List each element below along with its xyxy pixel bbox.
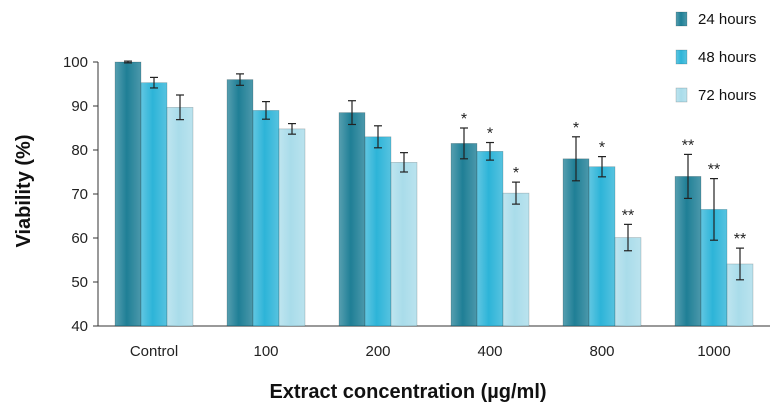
bar-72-hours [502, 192, 530, 327]
significance-mark: * [599, 140, 605, 157]
legend-label: 24 hours [698, 11, 756, 28]
bar-24-hours [226, 79, 254, 327]
legend-label: 72 hours [698, 87, 756, 104]
significance-mark: * [513, 165, 519, 182]
bar-24-hours [114, 61, 142, 327]
significance-mark: ** [622, 207, 634, 224]
y-axis-title: Viability (%) [13, 135, 35, 248]
bar-72-hours [278, 128, 306, 327]
bar-24-hours [562, 158, 590, 327]
bar-24-hours [450, 143, 478, 327]
significance-mark: * [573, 120, 579, 137]
bar-24-hours [338, 112, 366, 327]
significance-mark: * [487, 126, 493, 143]
bar-48-hours [364, 136, 392, 327]
significance-mark: * [461, 111, 467, 128]
x-tick-labels: Control 100 200 400 800 1000 [130, 343, 731, 360]
y-tick-label: 60 [71, 230, 88, 247]
y-tick-label: 90 [71, 98, 88, 115]
bar-48-hours [140, 82, 168, 327]
bars: ************* [114, 60, 754, 327]
bar-24-hours [674, 176, 702, 327]
bar-48-hours [252, 110, 280, 327]
legend-swatch [675, 49, 688, 65]
bar-48-hours [476, 151, 504, 327]
legend: 24 hours 48 hours 72 hours [675, 11, 756, 104]
x-tick-label: 200 [365, 343, 390, 360]
significance-mark: ** [682, 137, 694, 154]
bar-48-hours [588, 166, 616, 327]
x-tick-label: 1000 [697, 343, 730, 360]
legend-label: 48 hours [698, 49, 756, 66]
x-tick-label: 100 [253, 343, 278, 360]
y-tick-label: 70 [71, 186, 88, 203]
x-tick-label: 400 [477, 343, 502, 360]
legend-swatch [675, 11, 688, 27]
y-tick-label: 100 [63, 54, 88, 71]
bar-72-hours [166, 107, 194, 327]
y-tick-label: 40 [71, 318, 88, 335]
legend-swatch [675, 87, 688, 103]
bar-72-hours [614, 237, 642, 327]
significance-mark: ** [708, 162, 720, 179]
y-tick-label: 80 [71, 142, 88, 159]
y-tick-label: 50 [71, 274, 88, 291]
significance-mark: ** [734, 231, 746, 248]
y-axis-ticks: 40 50 60 70 80 90 100 [63, 54, 98, 335]
x-tick-label: Control [130, 343, 178, 360]
bar-72-hours [390, 162, 418, 327]
x-tick-label: 800 [589, 343, 614, 360]
x-axis-title: Extract concentration (µg/ml) [269, 381, 546, 403]
